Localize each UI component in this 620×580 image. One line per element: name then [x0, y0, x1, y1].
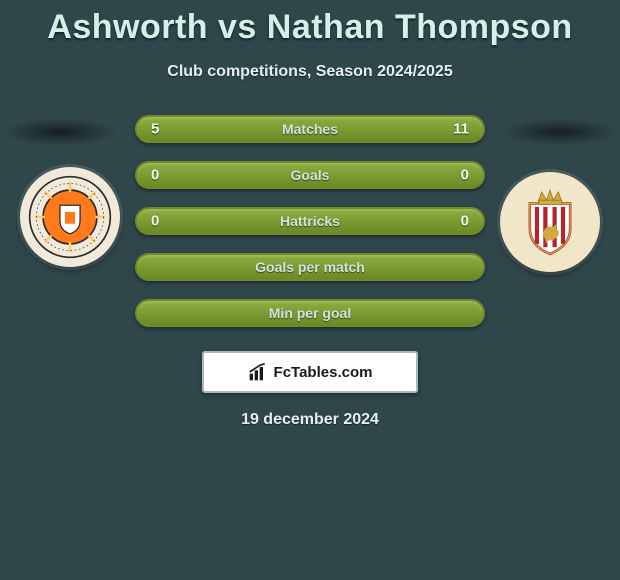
- stat-value-left: 0: [151, 167, 159, 184]
- stat-value-left: 5: [151, 121, 159, 138]
- stat-value-right: 0: [461, 213, 469, 230]
- bar-chart-icon: [248, 362, 268, 382]
- stat-row-min-per-goal: Min per goal: [135, 299, 485, 327]
- stat-label: Min per goal: [269, 305, 351, 321]
- page-title: Ashworth vs Nathan Thompson: [0, 0, 620, 47]
- stat-label: Goals per match: [255, 259, 365, 275]
- stat-row-goals-per-match: Goals per match: [135, 253, 485, 281]
- subtitle: Club competitions, Season 2024/2025: [0, 63, 620, 81]
- stat-label: Matches: [282, 121, 338, 137]
- player-shadow-left: [4, 119, 116, 145]
- blackpool-crest-icon: [28, 175, 112, 259]
- stat-row-matches: 5 Matches 11: [135, 115, 485, 143]
- stat-list: 5 Matches 11 0 Goals 0 0 Hattricks 0 Goa…: [135, 115, 485, 327]
- stat-row-hattricks: 0 Hattricks 0: [135, 207, 485, 235]
- watermark-box: FcTables.com: [202, 351, 418, 393]
- club-badge-left: [20, 167, 120, 267]
- stat-row-goals: 0 Goals 0: [135, 161, 485, 189]
- club-badge-right: [500, 172, 600, 272]
- watermark-text: FcTables.com: [274, 364, 373, 381]
- stat-value-right: 0: [461, 167, 469, 184]
- date-text: 19 december 2024: [0, 411, 620, 429]
- stat-label: Hattricks: [280, 213, 340, 229]
- stat-value-right: 11: [453, 121, 469, 138]
- stevenage-crest-icon: [508, 180, 592, 264]
- stat-value-left: 0: [151, 213, 159, 230]
- stat-label: Goals: [291, 167, 330, 183]
- player-shadow-right: [504, 119, 616, 145]
- comparison-panel: 5 Matches 11 0 Goals 0 0 Hattricks 0 Goa…: [0, 115, 620, 429]
